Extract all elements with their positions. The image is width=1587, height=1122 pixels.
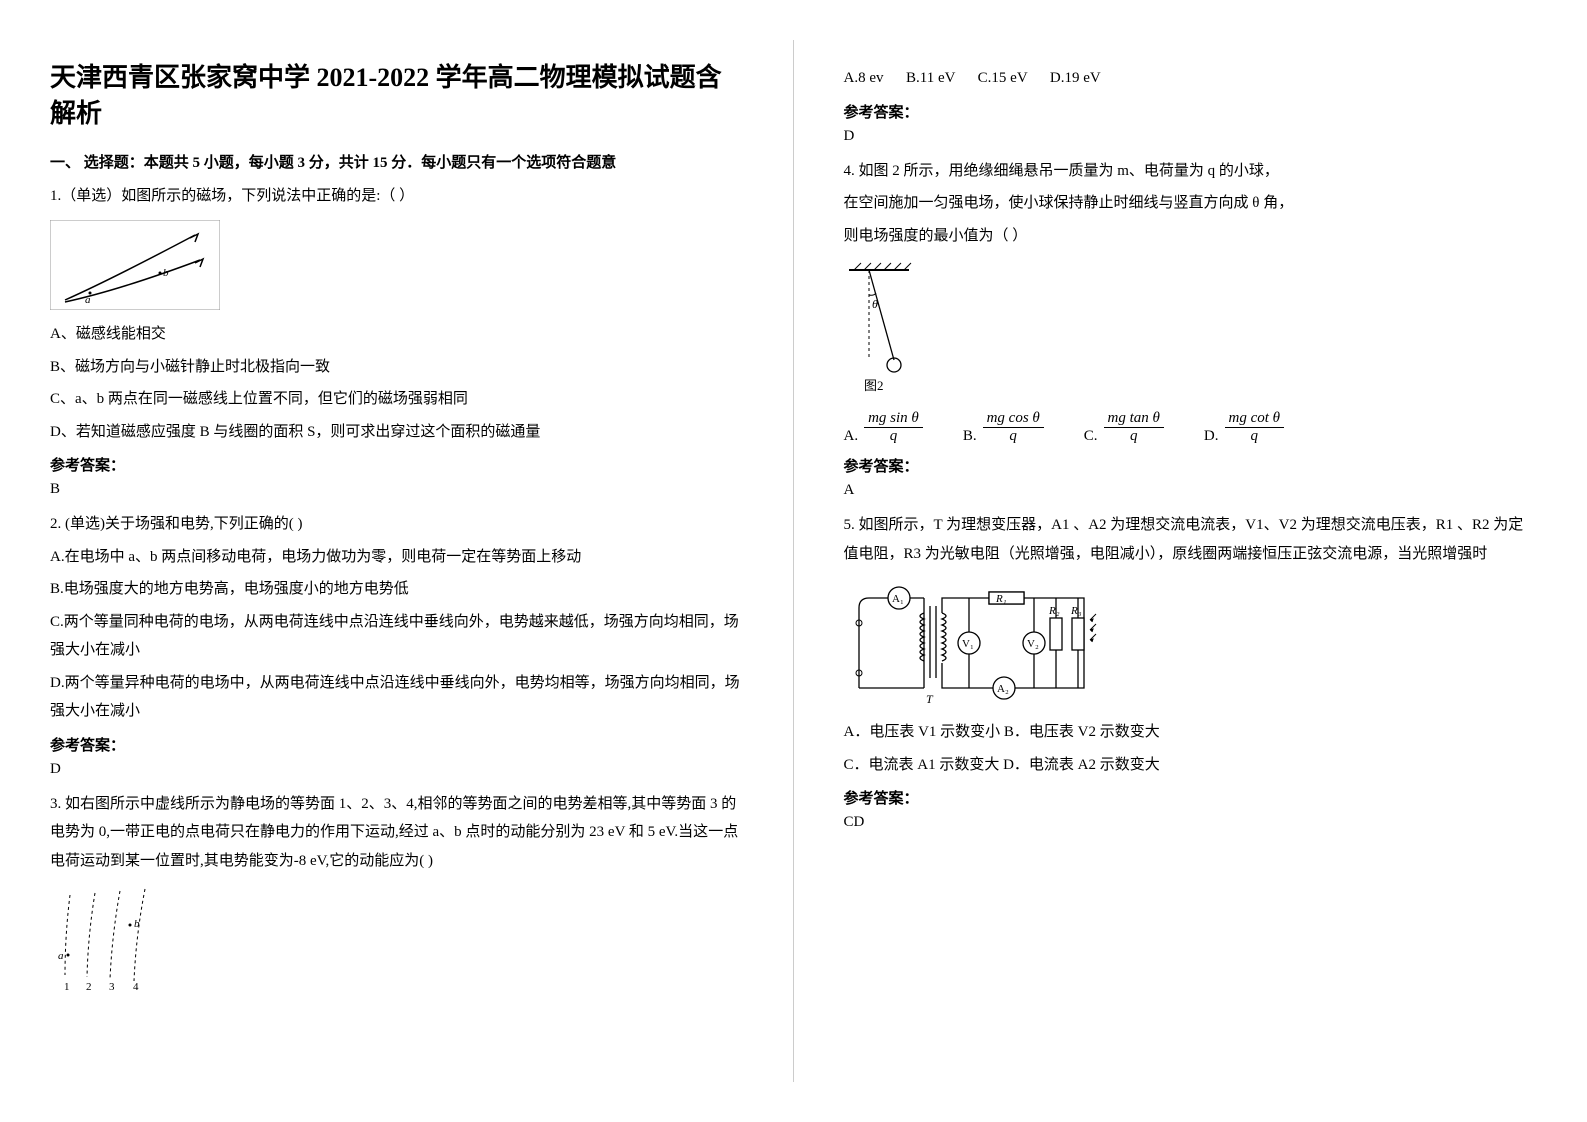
exam-title: 天津西青区张家窝中学 2021-2022 学年高二物理模拟试题含解析 [50, 60, 744, 133]
right-column: A.8 ev B.11 eV C.15 eV D.19 eV 参考答案： D 4… [794, 0, 1587, 1122]
q4-A-den: q [864, 428, 923, 445]
q1-opt-C: C、a、b 两点在同一磁感线上位置不同，但它们的磁场强弱相同 [50, 385, 744, 414]
svg-text:b: b [134, 918, 140, 930]
q2-opt-A: A.在电场中 a、b 两点间移动电荷，电场力做功为零，则电荷一定在等势面上移动 [50, 543, 744, 572]
meter-V1: V₁ [962, 638, 974, 650]
q4-A-num: mg sin θ [864, 410, 923, 428]
q4-fig-label: 图2 [864, 378, 884, 393]
opt-prefix-A: A. [844, 428, 859, 445]
q3-figure: a b 1 2 3 4 [50, 885, 744, 995]
svg-text:θ: θ [872, 297, 878, 311]
q4-opt-C: C. mg tan θq [1084, 410, 1164, 445]
q4-D-den: q [1225, 428, 1285, 445]
q4-opt-D: D. mg cot θq [1204, 410, 1284, 445]
q3-stem: 3. 如右图所示中虚线所示为静电场的等势面 1、2、3、4,相邻的等势面之间的电… [50, 790, 744, 876]
resistor-R3: R₃ [1070, 605, 1082, 617]
q2-stem: 2. (单选)关于场强和电势,下列正确的( ) [50, 510, 744, 539]
q4-stem-2: 在空间施加一匀强电场，使小球保持静止时细线与竖直方向成 θ 角， [844, 189, 1538, 218]
pendulum-charge-icon: θ 图2 [844, 260, 934, 400]
q4-stem-3: 则电场强度的最小值为（ ） [844, 222, 1538, 251]
q4-opt-B: B. mg cos θq [963, 410, 1044, 445]
q4-answer-label: 参考答案： [844, 455, 1538, 476]
q3-answer: D [844, 128, 1538, 145]
q4-stem-1: 4. 如图 2 所示，用绝缘细绳悬吊一质量为 m、电荷量为 q 的小球， [844, 157, 1538, 186]
resistor-R2: R₂ [1048, 605, 1060, 617]
q4-C-den: q [1104, 428, 1164, 445]
left-column: 天津西青区张家窝中学 2021-2022 学年高二物理模拟试题含解析 一、 选择… [0, 0, 794, 1122]
column-divider [793, 40, 794, 1082]
q4-opt-A: A. mg sin θq [844, 410, 923, 445]
svg-text:b: b [163, 267, 169, 279]
q5-answer-label: 参考答案： [844, 787, 1538, 808]
resistor-R1: R₁ [995, 593, 1007, 605]
q4-figure: θ 图2 [844, 260, 1538, 400]
q4-answer: A [844, 482, 1538, 499]
meter-V2: V₂ [1027, 638, 1039, 650]
q2-answer: D [50, 761, 744, 778]
q1-opt-D: D、若知道磁感应强度 B 与线圈的面积 S，则可求出穿过这个面积的磁通量 [50, 418, 744, 447]
q1-answer-label: 参考答案： [50, 454, 744, 475]
q2-opt-C: C.两个等量同种电荷的电场，从两电荷连线中点沿连线中垂线向外，电势越来越低，场强… [50, 608, 744, 665]
q5-opt-AB: A．电压表 V1 示数变小 B．电压表 V2 示数变大 [844, 718, 1538, 747]
q1-opt-A: A、磁感线能相交 [50, 320, 744, 349]
eq-label-4: 4 [133, 981, 139, 993]
eq-label-2: 2 [86, 981, 92, 993]
meter-A2: A₂ [997, 683, 1009, 695]
q2-answer-label: 参考答案： [50, 734, 744, 755]
q4-D-num: mg cot θ [1225, 410, 1285, 428]
q3-answer-label: 参考答案： [844, 101, 1538, 122]
opt-prefix-C: C. [1084, 428, 1098, 445]
q4-B-den: q [983, 428, 1044, 445]
eq-label-3: 3 [109, 981, 115, 993]
q4-C-num: mg tan θ [1104, 410, 1164, 428]
svg-text:a: a [85, 294, 91, 306]
q4-B-num: mg cos θ [983, 410, 1044, 428]
q5-opt-CD: C．电流表 A1 示数变大 D．电流表 A2 示数变大 [844, 751, 1538, 780]
meter-A1: A₁ [892, 593, 904, 605]
q5-answer: CD [844, 814, 1538, 831]
opt-prefix-D: D. [1204, 428, 1219, 445]
transformer-T: T [926, 692, 934, 706]
q4-options: A. mg sin θq B. mg cos θq C. mg tan θq D… [844, 410, 1538, 445]
q2-opt-B: B.电场强度大的地方电势高，电场强度小的地方电势低 [50, 575, 744, 604]
q1-answer: B [50, 481, 744, 498]
equipotential-surfaces-icon: a b 1 2 3 4 [50, 885, 180, 995]
magnetic-field-lines-icon: a b [50, 220, 220, 310]
opt-prefix-B: B. [963, 428, 977, 445]
svg-text:a: a [58, 950, 64, 962]
q2-opt-D: D.两个等量异种电荷的电场中，从两电荷连线中点沿连线中垂线向外，电势均相等，场强… [50, 669, 744, 726]
q1-figure: a b [50, 220, 744, 310]
transformer-circuit-icon: A₁ R₁ A₂ [844, 578, 1104, 708]
q3-options: A.8 ev B.11 eV C.15 eV D.19 eV [844, 64, 1538, 93]
q5-stem: 5. 如图所示，T 为理想变压器，A1 、A2 为理想交流电流表，V1、V2 为… [844, 511, 1538, 568]
q1-opt-B: B、磁场方向与小磁针静止时北极指向一致 [50, 353, 744, 382]
q1-stem: 1.（单选）如图所示的磁场，下列说法中正确的是:（ ） [50, 182, 744, 211]
eq-label-1: 1 [64, 981, 70, 993]
q5-figure: A₁ R₁ A₂ [844, 578, 1538, 708]
section-1-header: 一、 选择题：本题共 5 小题，每小题 3 分，共计 15 分．每小题只有一个选… [50, 151, 744, 172]
